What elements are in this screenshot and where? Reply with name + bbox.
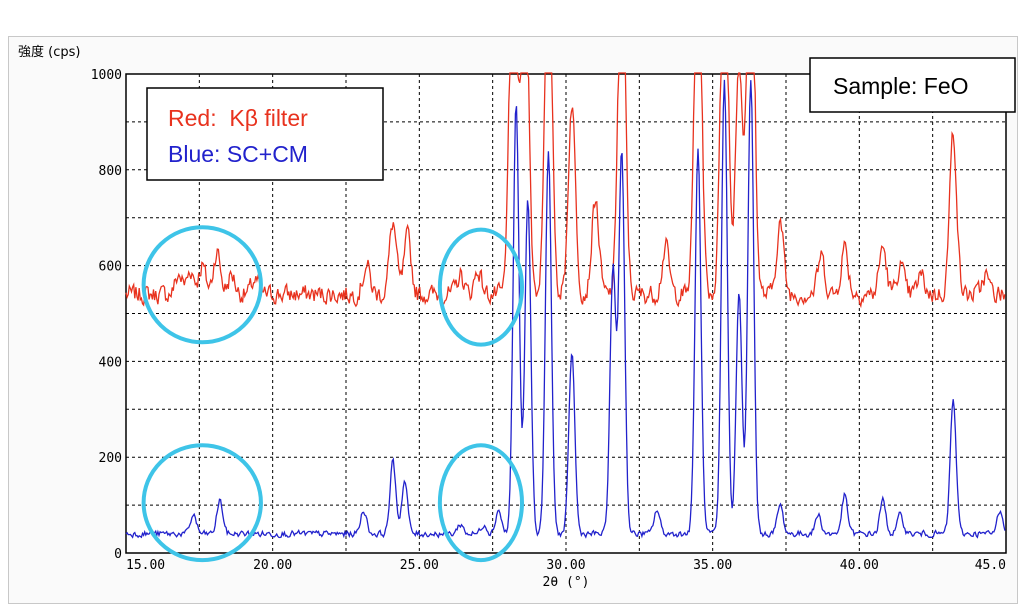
highlight-circle-2 (141, 443, 263, 563)
legend-entry-blue: Blue: SC+CM (168, 141, 308, 167)
highlight-circles (141, 225, 524, 563)
y-axis-label: 強度 (cps) (18, 44, 80, 60)
y-tick-label: 0 (114, 547, 122, 562)
legend-box (146, 87, 384, 181)
legend-entry-red: Red: Kβ filter (168, 105, 308, 131)
y-tick-label: 800 (99, 164, 122, 179)
x-axis: 15.00 20.00 25.00 30.00 35.00 40.00 45.0 (126, 558, 1006, 573)
series-line-red (125, 72, 1006, 309)
x-tick-label: 35.00 (693, 558, 732, 573)
legend: Red: Kβ filter Blue: SC+CM (146, 87, 384, 181)
highlight-circle-1 (437, 227, 524, 347)
x-tick-label: 20.00 (253, 558, 292, 573)
annotation-text: Sample: FeO (833, 73, 969, 99)
x-axis-label: 2θ (°) (543, 575, 590, 590)
y-tick-label: 400 (99, 355, 122, 370)
highlight-circle-0 (141, 225, 263, 345)
x-tick-label: 45.0 (975, 558, 1006, 573)
highlight-circle-3 (437, 443, 524, 563)
x-tick-label: 15.00 (126, 558, 165, 573)
y-tick-label: 200 (99, 451, 122, 466)
x-tick-label: 40.00 (840, 558, 879, 573)
y-axis: 0 200 400 600 800 1000 (91, 68, 122, 562)
sample-annotation: Sample: FeO (809, 57, 1016, 113)
series-group (125, 72, 1006, 539)
annotation-box (809, 57, 1016, 113)
y-tick-label: 600 (99, 260, 122, 275)
x-tick-label: 30.00 (546, 558, 585, 573)
x-tick-label: 25.00 (400, 558, 439, 573)
series-line-blue (125, 79, 1006, 539)
y-tick-label: 1000 (91, 68, 122, 83)
